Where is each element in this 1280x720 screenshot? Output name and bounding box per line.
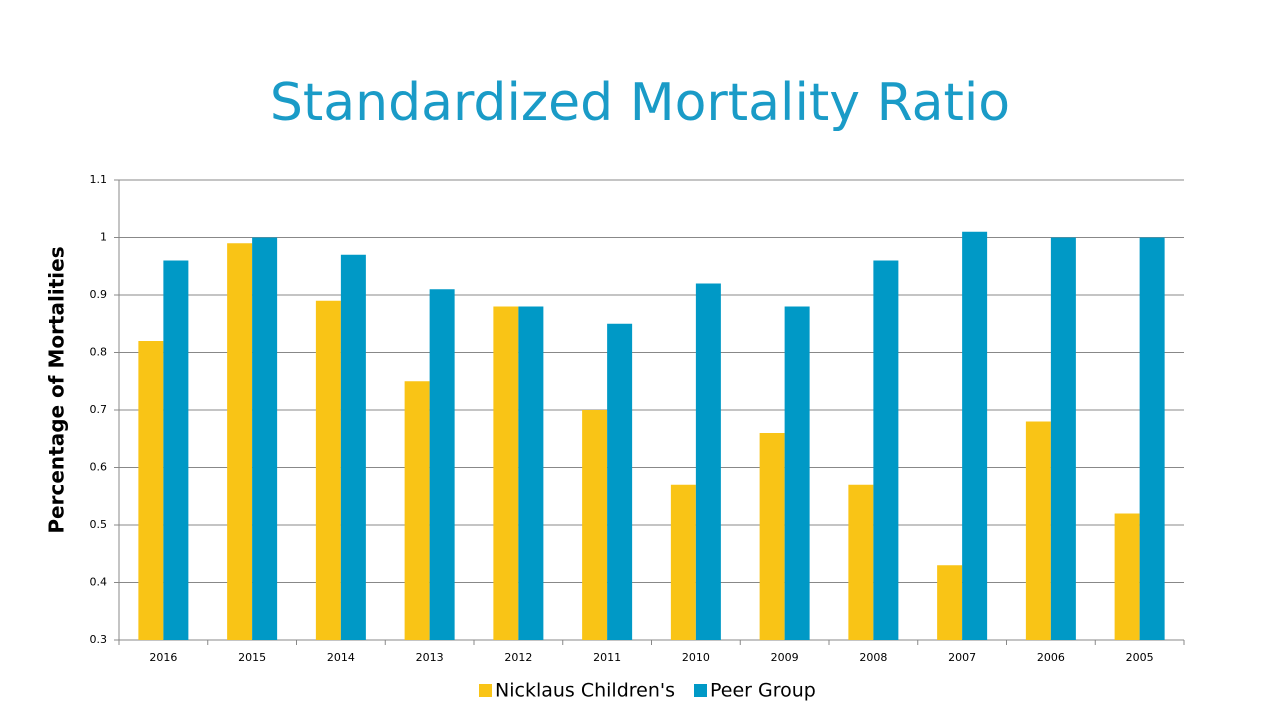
x-tick-label: 2011 xyxy=(593,651,621,664)
y-tick-label: 0.8 xyxy=(90,346,108,359)
legend-swatch xyxy=(479,684,492,697)
y-tick-label: 0.3 xyxy=(90,633,108,646)
bar xyxy=(784,306,810,640)
bar xyxy=(1050,237,1076,640)
x-tick-label: 2009 xyxy=(771,651,799,664)
bar xyxy=(227,243,253,640)
x-tick-label: 2007 xyxy=(948,651,976,664)
legend-label: Peer Group xyxy=(710,680,816,702)
bar xyxy=(1025,421,1051,640)
x-tick-label: 2006 xyxy=(1037,651,1065,664)
bar xyxy=(429,289,455,640)
legend-label: Nicklaus Children's xyxy=(495,680,675,702)
x-tick-label: 2012 xyxy=(504,651,532,664)
bar xyxy=(518,306,544,640)
y-tick-label: 0.4 xyxy=(90,576,108,589)
bar xyxy=(1114,513,1140,640)
bar xyxy=(607,323,633,640)
x-tick-label: 2014 xyxy=(327,651,355,664)
y-tick-label: 0.7 xyxy=(90,403,108,416)
bar xyxy=(873,260,899,640)
bar xyxy=(138,341,164,640)
bar xyxy=(759,433,785,640)
bar xyxy=(695,283,721,640)
bar xyxy=(404,381,430,640)
y-tick-label: 1 xyxy=(100,231,107,244)
bar xyxy=(937,565,963,640)
x-tick-label: 2016 xyxy=(149,651,177,664)
x-tick-label: 2005 xyxy=(1126,651,1154,664)
bar xyxy=(315,300,341,640)
x-tick-label: 2008 xyxy=(859,651,887,664)
bar xyxy=(493,306,519,640)
bar xyxy=(252,237,278,640)
bar xyxy=(670,484,696,640)
y-tick-label: 0.6 xyxy=(90,461,108,474)
y-axis-label: Percentage of Mortalities xyxy=(45,246,69,533)
y-tick-label: 1.1 xyxy=(90,173,108,186)
x-tick-label: 2015 xyxy=(238,651,266,664)
y-tick-label: 0.5 xyxy=(90,518,108,531)
chart-title: Standardized Mortality Ratio xyxy=(270,73,1010,133)
bar xyxy=(962,231,988,640)
legend-swatch xyxy=(694,684,707,697)
bar xyxy=(1139,237,1165,640)
x-tick-label: 2013 xyxy=(416,651,444,664)
bar xyxy=(582,410,608,640)
y-tick-label: 0.9 xyxy=(90,288,108,301)
x-tick-label: 2010 xyxy=(682,651,710,664)
bar xyxy=(163,260,189,640)
bar xyxy=(848,484,874,640)
bar xyxy=(340,254,366,640)
